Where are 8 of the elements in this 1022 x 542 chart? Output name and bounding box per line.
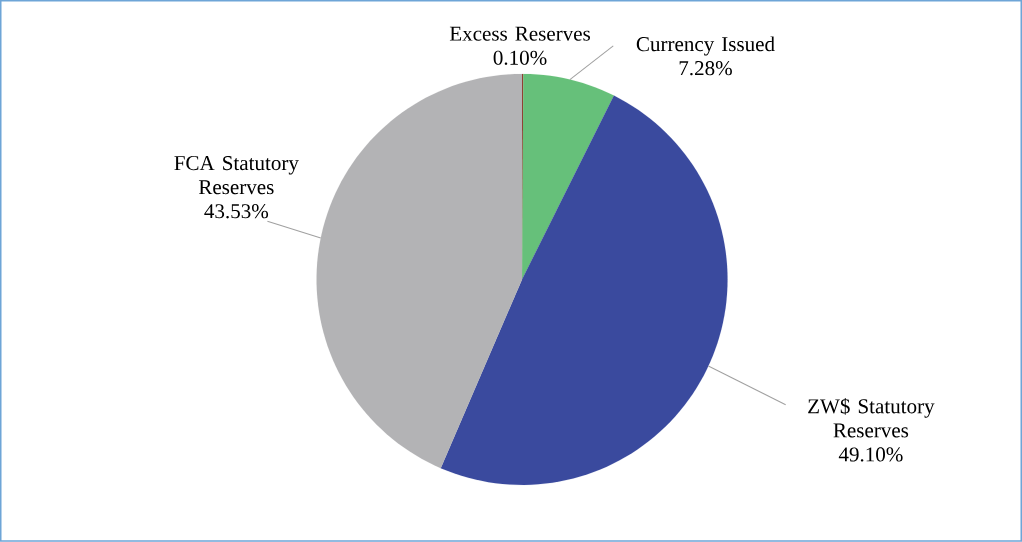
slice-label: FCA Statutory Reserves	[174, 156, 299, 195]
slice-label: ZW$ Statutory Reserves	[808, 398, 935, 438]
data-label: 49.10%	[838, 447, 903, 462]
slice-label: Currency Issued	[636, 36, 775, 56]
data-label: 0.10%	[493, 50, 547, 66]
data-label: 7.28%	[679, 61, 732, 76]
data-label: 43.53%	[204, 204, 269, 219]
slice-label: Excess Reserves	[449, 26, 591, 41]
